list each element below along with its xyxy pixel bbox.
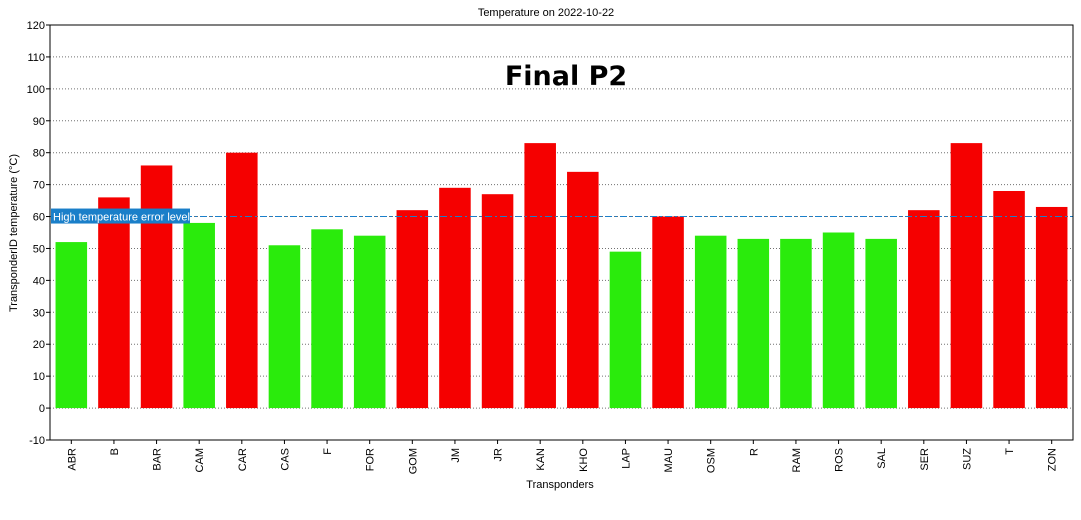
y-tick-label: 20 bbox=[33, 339, 45, 351]
x-tick-label: T bbox=[1004, 448, 1016, 455]
bar-gom bbox=[396, 210, 429, 409]
bars bbox=[55, 143, 1068, 409]
x-tick-label: CAM bbox=[194, 448, 206, 472]
bar-kho bbox=[567, 171, 599, 409]
bar-lap bbox=[609, 251, 642, 409]
y-tick-label: 50 bbox=[33, 243, 45, 255]
y-tick-label: 90 bbox=[33, 116, 45, 128]
x-tick-label: FOR bbox=[365, 448, 377, 471]
bar-osm bbox=[694, 235, 727, 409]
y-tick-label: 110 bbox=[27, 52, 45, 64]
y-tick-label: -10 bbox=[29, 435, 45, 447]
x-tick-label: BAR bbox=[152, 448, 164, 471]
x-tick-label: CAS bbox=[279, 448, 291, 471]
bar-mau bbox=[652, 216, 684, 409]
x-tick-label: R bbox=[748, 448, 760, 456]
x-tick-label: KAN bbox=[535, 448, 547, 471]
bar-cam bbox=[183, 222, 215, 409]
x-tick-label: JR bbox=[493, 448, 505, 462]
bar-t bbox=[993, 191, 1025, 409]
x-tick-label: MAU bbox=[663, 448, 675, 473]
x-tick-label: JM bbox=[450, 448, 462, 463]
bar-f bbox=[311, 229, 343, 409]
x-tick-label: SAL bbox=[876, 448, 888, 469]
bar-jr bbox=[481, 194, 514, 409]
bar-suz bbox=[950, 143, 983, 409]
x-tick-label: KHO bbox=[578, 448, 590, 472]
bar-r bbox=[737, 238, 770, 409]
bar-cas bbox=[268, 245, 301, 409]
bar-ser bbox=[908, 210, 940, 409]
x-tick-label: ZON bbox=[1047, 448, 1059, 471]
y-tick-label: 80 bbox=[33, 148, 45, 160]
bar-bar bbox=[140, 165, 173, 409]
y-tick-label: 40 bbox=[33, 275, 45, 287]
threshold-label: High temperature error level bbox=[53, 212, 190, 224]
x-axis-title: Transponders bbox=[526, 479, 594, 491]
y-tick-label: 60 bbox=[33, 212, 45, 224]
bar-sal bbox=[865, 238, 897, 409]
gridlines bbox=[50, 56, 1073, 409]
x-tick-label: OSM bbox=[706, 448, 718, 473]
x-axis-ticks: ABR B BAR CAM CAR CAS F FOR GOM JM JR KAN KHO LAP MAU O… bbox=[66, 440, 1059, 474]
y-tick-label: 0 bbox=[39, 403, 45, 415]
y-tick-label: 10 bbox=[33, 371, 45, 383]
x-tick-label: CAR bbox=[237, 448, 249, 471]
y-tick-label: 70 bbox=[33, 180, 45, 192]
bar-for bbox=[353, 235, 386, 409]
x-tick-label: RAM bbox=[791, 448, 803, 472]
plot-area-frame bbox=[49, 24, 1074, 441]
threshold-label-background bbox=[51, 208, 190, 224]
chart-annotation: Final P2 bbox=[505, 61, 627, 92]
x-tick-label: SUZ bbox=[961, 448, 973, 470]
y-axis-title: TransponderID temperature (°C) bbox=[8, 154, 20, 312]
chart-title: Temperature on 2022-10-22 bbox=[478, 7, 614, 19]
x-tick-label: ABR bbox=[66, 448, 78, 471]
x-tick-label: LAP bbox=[620, 448, 632, 469]
bar-ram bbox=[780, 238, 812, 409]
bar-abr bbox=[55, 242, 88, 409]
x-tick-label: F bbox=[322, 448, 334, 455]
bar-kan bbox=[524, 143, 556, 409]
bar-b bbox=[98, 197, 130, 409]
threshold-line-group: High temperature error level bbox=[50, 208, 1073, 224]
x-tick-label: SER bbox=[919, 448, 931, 471]
bar-car bbox=[226, 152, 258, 409]
x-tick-label: B bbox=[109, 448, 121, 455]
y-tick-label: 120 bbox=[27, 20, 45, 32]
y-tick-label: 100 bbox=[27, 84, 45, 96]
y-tick-label: 30 bbox=[33, 307, 45, 319]
bar-jm bbox=[439, 187, 471, 409]
x-tick-label: GOM bbox=[407, 448, 419, 474]
y-axis-ticks: -10 0 10 20 30 40 50 60 70 80 90 100 110 120 bbox=[27, 20, 50, 447]
bar-ros bbox=[822, 232, 855, 409]
x-tick-label: ROS bbox=[834, 448, 846, 472]
bar-zon bbox=[1035, 206, 1068, 409]
